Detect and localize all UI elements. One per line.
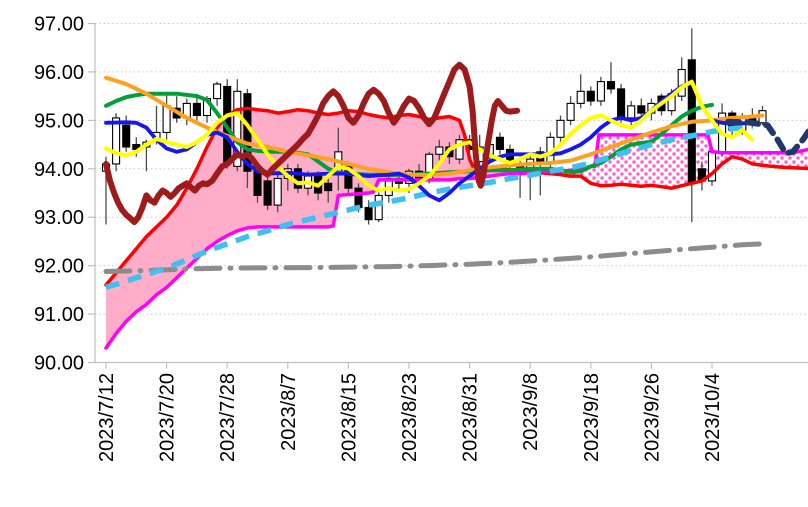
overlay-lines <box>103 61 808 350</box>
candle-body-up <box>677 68 686 97</box>
candle-body-down <box>606 81 616 90</box>
candle-body-down <box>344 165 353 189</box>
candle-body-down <box>364 206 373 221</box>
candle-body-down <box>122 124 131 148</box>
x-axis-label: 2023/8/15 <box>338 373 360 462</box>
x-axis-label: 2023/8/31 <box>460 373 482 462</box>
x-axis-label: 2023/8/7 <box>278 373 300 451</box>
x-axis-label: 2023/7/12 <box>96 373 118 462</box>
candle <box>586 86 595 106</box>
candle <box>566 96 575 126</box>
x-axis-label: 2023/10/4 <box>702 373 724 462</box>
ma-gray-dashdot-line <box>103 241 765 274</box>
x-axis-label: 2023/9/18 <box>581 373 603 462</box>
candle-body-up <box>435 146 444 155</box>
y-axis-label: 92.00 <box>34 256 84 278</box>
candle <box>606 62 616 94</box>
y-axis-label: 96.00 <box>34 62 84 84</box>
candle-body-up <box>112 117 121 165</box>
candle-body-up <box>273 177 282 206</box>
candle <box>495 132 504 155</box>
candle-body-up <box>596 81 605 102</box>
y-axis-label: 90.00 <box>34 353 84 375</box>
candle <box>273 173 282 213</box>
candle-body-up <box>556 119 565 138</box>
axes <box>88 22 808 369</box>
candle <box>364 200 373 225</box>
candle <box>677 57 686 101</box>
x-axis-label: 2023/7/28 <box>217 373 239 462</box>
candle-body-down <box>354 187 363 209</box>
candle-body-down <box>617 88 626 119</box>
candle <box>455 134 464 164</box>
candle-body-down <box>324 182 333 192</box>
candle <box>556 115 565 143</box>
candle <box>596 76 605 106</box>
candle <box>263 176 272 210</box>
candle <box>637 98 646 118</box>
cloud-bearish-region <box>537 134 808 189</box>
candle-body-up <box>233 90 242 167</box>
candle-body-down <box>637 105 646 114</box>
candle-body-up <box>455 139 464 160</box>
axis-labels: 90.00 91.00 92.00 93.00 94.00 95.00 96.00 97.00… <box>34 14 724 462</box>
candle <box>687 28 696 223</box>
y-axis-label: 97.00 <box>34 14 84 36</box>
candle-body-up <box>576 90 585 104</box>
candle-body-up <box>213 83 222 100</box>
candle-body-up <box>566 102 575 121</box>
ma-cyan-dashed-line <box>105 123 753 291</box>
y-axis-label: 94.00 <box>34 159 84 181</box>
candle <box>576 74 585 109</box>
x-axis-label: 2023/9/8 <box>520 373 542 451</box>
candle-body-up <box>162 105 171 134</box>
candle <box>162 93 171 140</box>
candle-body-down <box>192 102 201 117</box>
x-axis-label: 2023/8/23 <box>399 373 421 462</box>
lagging-span-line <box>103 61 521 226</box>
candle <box>293 163 302 194</box>
x-axis-label: 2023/7/20 <box>157 373 179 462</box>
candle-body-down <box>586 90 595 102</box>
candle-body-down <box>263 180 272 206</box>
x-axis-label: 2023/9/26 <box>641 373 663 462</box>
y-axis-label: 93.00 <box>34 207 84 229</box>
candle-body-up <box>374 194 383 221</box>
candle <box>213 81 222 106</box>
ma-yellow-line <box>104 79 755 193</box>
forecast-navy-dashed-line <box>725 118 808 157</box>
y-axis-label: 95.00 <box>34 110 84 132</box>
candle-body-up <box>627 105 636 119</box>
candle <box>374 190 383 223</box>
y-axis-label: 91.00 <box>34 304 84 326</box>
candle-body-down <box>495 136 504 150</box>
